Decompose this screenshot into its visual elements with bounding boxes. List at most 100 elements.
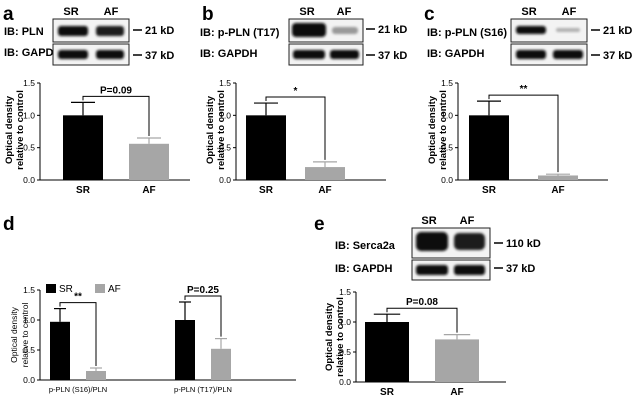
- panel-e-band: [416, 232, 448, 251]
- panel-c-y-label: relative to control: [438, 90, 449, 170]
- panel-e-significance-bracket: [386, 307, 458, 333]
- panel-a-band: [96, 26, 124, 36]
- panel-b-lane-af: AF: [337, 6, 352, 18]
- panel-a-y-tick-label: 1.5: [23, 78, 35, 88]
- panel-b-blot-2: [288, 43, 364, 66]
- panel-a-blot-2: [52, 43, 130, 66]
- panel-a-y-label: Optical density: [4, 95, 15, 164]
- panel-c-y-tick-label: 1.0: [441, 110, 453, 120]
- panel-d-bar-af: [211, 348, 231, 380]
- panel-e-lane-af: AF: [460, 215, 475, 227]
- panel-c-kd-1: 21 kD: [603, 25, 632, 37]
- panel-d-significance-bracket: [59, 302, 97, 366]
- panel-b-significance-label: *: [294, 86, 298, 97]
- panel-a-category-label: SR: [76, 185, 91, 196]
- panel-c-band: [516, 26, 546, 34]
- panel-e-category-label: AF: [450, 387, 463, 398]
- panel-a-y-tick-label: 0.5: [23, 143, 35, 153]
- panel-d-legend-swatch-sr: [46, 284, 56, 293]
- panel-c-blot-label-1: IB: p-PLN (S16): [427, 27, 507, 39]
- panel-a-band: [58, 50, 88, 59]
- panel-c-y-tick-label: 0.0: [441, 175, 453, 185]
- panel-e-y-tick-label: 0.5: [339, 347, 351, 357]
- panel-a-kd-1: 21 kD: [145, 25, 174, 37]
- panel-b-y-tick-label: 0.5: [219, 143, 231, 153]
- panel-b-y-tick-label: 1.0: [219, 110, 231, 120]
- panel-c-band: [553, 50, 583, 59]
- panel-a-y-tick-label: 0.0: [23, 175, 35, 185]
- panel-d-y-label: Optical density: [9, 306, 19, 362]
- panel-d-significance-label: **: [74, 292, 82, 303]
- panel-b-bar-af: [305, 167, 345, 180]
- panel-b-significance-bracket: [265, 96, 326, 160]
- panel-a-significance-bracket: [82, 95, 150, 136]
- panel-c-y-label: Optical density: [427, 95, 438, 164]
- panel-e-y-label: Optical density: [324, 302, 335, 371]
- panel-a-blot-label-2: IB: GAPDH: [4, 47, 62, 59]
- panel-c-blot-label-2: IB: GAPDH: [427, 48, 485, 60]
- panel-e-y-label: relative to control: [335, 297, 346, 377]
- panel-a-lane-af: AF: [104, 6, 119, 18]
- panel-b-blot-label-2: IB: GAPDH: [200, 48, 258, 60]
- panel-d-significance-bracket: [184, 295, 222, 337]
- panel-e-kd-2: 37 kD: [506, 263, 535, 275]
- panel-c-kd-2: 37 kD: [603, 50, 632, 62]
- panel-c-blot-2: [510, 43, 588, 66]
- panel-c-significance-label: **: [520, 84, 528, 95]
- panel-a-letter: a: [3, 4, 14, 25]
- panel-c-lane-af: AF: [562, 6, 577, 18]
- panel-d-bar-sr: [175, 320, 195, 380]
- panel-d-y-tick-label: 0.5: [23, 345, 35, 355]
- panel-b-letter: b: [202, 4, 214, 25]
- panel-b-band: [292, 23, 326, 37]
- panel-c: c SR AF IB: p-PLN (S16) IB: GAPDH 21 kD …: [424, 4, 632, 66]
- panel-c-category-label: AF: [551, 185, 564, 196]
- panel-a-band: [96, 50, 124, 59]
- panel-e-bar-af: [435, 339, 479, 382]
- panel-d-letter: d: [3, 214, 15, 235]
- panel-e-y-tick-label: 1.5: [339, 287, 351, 297]
- panel-c-y-tick-label: 0.5: [441, 143, 453, 153]
- panel-c-y-tick-label: 1.5: [441, 78, 453, 88]
- panel-a-blot-1: [52, 18, 130, 43]
- panel-e-category-label: SR: [380, 387, 395, 398]
- panel-a-blot-label-1: IB: PLN: [4, 26, 44, 38]
- panel-b-y-tick-label: 1.5: [219, 78, 231, 88]
- panel-d-y-tick-label: 1.0: [23, 315, 35, 325]
- panel-b-y-label: relative to control: [216, 90, 227, 170]
- panel-b-y-tick-label: 0.0: [219, 175, 231, 185]
- panel-a-band: [58, 26, 88, 36]
- panel-e-letter: e: [314, 214, 325, 235]
- panel-d-y-tick-label: 1.5: [23, 285, 35, 295]
- panel-d-y-label: relative to control: [20, 303, 30, 368]
- panel-a-category-label: AF: [142, 185, 155, 196]
- panel-a-lane-sr: SR: [63, 6, 78, 18]
- panel-e-band: [454, 233, 485, 250]
- panel-d-category-label: p-PLN (S16)/PLN: [49, 385, 107, 394]
- panel-b-bar-sr: [246, 115, 286, 180]
- panel-c-blot-1: [510, 18, 588, 43]
- panel-b-kd-2: 37 kD: [378, 50, 407, 62]
- panel-e-band: [454, 265, 485, 275]
- panel-e-blot-label-1: IB: Serca2a: [335, 240, 396, 252]
- panel-a-y-label: relative to control: [15, 90, 26, 170]
- panel-b-band: [332, 27, 358, 34]
- panel-b-category-label: SR: [259, 185, 274, 196]
- panel-c-category-label: SR: [482, 185, 497, 196]
- panel-b-blot-label-1: IB: p-PLN (T17): [200, 27, 280, 39]
- panel-c-band: [556, 28, 580, 32]
- panel-e-kd-1: 110 kD: [506, 238, 541, 250]
- panel-e-significance-label: P=0.08: [406, 297, 438, 308]
- panel-a-significance-label: P=0.09: [100, 85, 132, 96]
- panel-a-bar-sr: [63, 115, 103, 180]
- panel-b-y-label: Optical density: [205, 95, 216, 164]
- panel-b-band: [293, 50, 325, 59]
- panel-a-kd-2: 37 kD: [145, 50, 174, 62]
- panel-c-band: [516, 50, 546, 59]
- panel-e-y-tick-label: 0.0: [339, 377, 351, 387]
- panel-b-lane-sr: SR: [299, 6, 314, 18]
- panel-e: e SR AF IB: Serca2a IB: GAPDH 110 kD 37 …: [314, 214, 541, 281]
- panel-e-blot-label-2: IB: GAPDH: [335, 263, 393, 275]
- panel-d-bar-af: [86, 371, 106, 380]
